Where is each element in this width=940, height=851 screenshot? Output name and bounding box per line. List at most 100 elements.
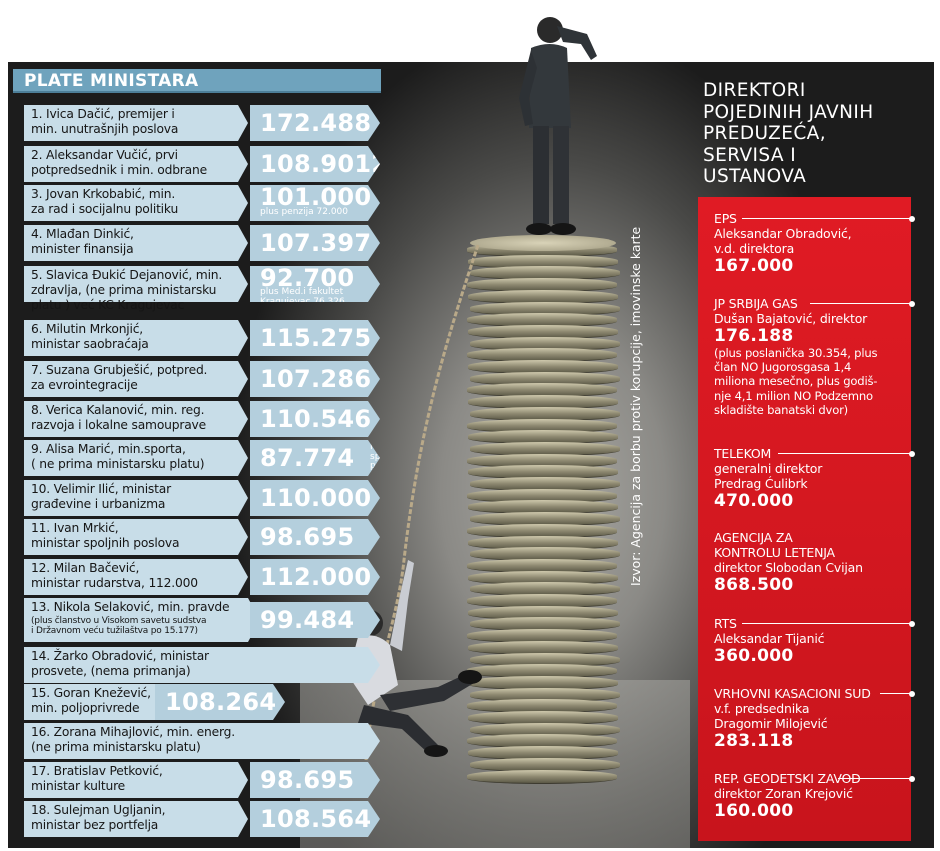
- minister-salary: 108.9012: [260, 150, 389, 178]
- director-org: JP SRBIJA GAS: [714, 296, 798, 311]
- minister-name: 14. Žarko Obradović, ministar prosvete, …: [31, 649, 209, 678]
- directors-title: DIREKTORI POJEDINIH JAVNIH PREDUZEĆA, SE…: [703, 80, 874, 188]
- director-salary: 360.000: [714, 646, 794, 666]
- minister-name-box: [24, 480, 248, 516]
- minister-name: 8. Verica Kalanović, min. reg. razvoja i…: [31, 403, 206, 432]
- minister-name-box: [24, 598, 260, 642]
- minister-name: 3. Jovan Krkobabić, min. za rad i socija…: [31, 187, 179, 216]
- source-credit: Izvor: Agencija za borbu protiv korupcij…: [628, 226, 643, 586]
- director-entry: REP. GEODETSKI ZAVOD direktor Zoran Krejo…: [714, 771, 915, 821]
- minister-salary-box: 112.000: [250, 559, 380, 595]
- minister-salary-box: 87.774Nac. sportsko priznanje: [250, 440, 380, 476]
- director-org: TELEKOM: [714, 446, 772, 461]
- director-salary: 167.000: [714, 256, 794, 276]
- connector-line: [838, 775, 915, 782]
- standing-businessman-illustration: [519, 17, 597, 235]
- minister-name: 10. Velimir Ilić, ministar građevine i u…: [31, 482, 171, 511]
- minister-salary: 110.000: [260, 484, 372, 512]
- director-person: Dušan Bajatović, direktor: [714, 311, 868, 326]
- director-person: v.f. predsednika Dragomir Milojević: [714, 701, 828, 731]
- minister-name-box: [24, 225, 248, 261]
- minister-salary: 172.488: [260, 109, 372, 137]
- minister-salary-box: 101.000 plus penzija 72.000: [250, 185, 380, 221]
- minister-name-box: [24, 266, 248, 302]
- connector-line: [742, 215, 915, 222]
- minister-salary-box: 108.264: [155, 684, 285, 720]
- director-org: RTS: [714, 616, 737, 631]
- minister-salary: 107.397: [260, 229, 372, 257]
- minister-salary: 98.695: [260, 766, 355, 794]
- minister-name: 13. Nikola Selaković, min. pravde: [31, 600, 230, 614]
- minister-salary-box: 110.000: [250, 480, 380, 516]
- minister-salary-box: 92.700 plus Med.i fakultet Kragujevac 76.…: [250, 266, 380, 302]
- minister-salary-box: 172.488: [250, 105, 380, 141]
- ministers-header: PLATE MINISTARA: [13, 69, 381, 93]
- minister-name: 11. Ivan Mrkić, ministar spoljnih poslov…: [31, 521, 180, 550]
- minister-salary: 108.264: [165, 688, 277, 716]
- minister-salary-box: 110.546: [250, 401, 380, 437]
- director-salary: 470.000: [714, 491, 794, 511]
- connector-line: [880, 690, 915, 697]
- minister-name-box: [24, 801, 248, 837]
- minister-name: 4. Mlađan Dinkić, minister finansija: [31, 227, 134, 256]
- minister-name: 17. Bratislav Petković, ministar kulture: [31, 764, 163, 793]
- minister-salary-box: 107.397: [250, 225, 380, 261]
- minister-name: 9. Alisa Marić, min.sporta, ( ne prima m…: [31, 442, 205, 471]
- director-person: direktor Slobodan Cvijan: [714, 560, 863, 575]
- director-salary: 160.000: [714, 801, 794, 821]
- minister-salary-note: plus Med.i fakultet Kragujevac 76.326: [260, 287, 345, 307]
- coin-stack-top: [470, 235, 616, 251]
- minister-salary: 115.275: [260, 324, 372, 352]
- minister-name: 5. Slavica Đukić Dejanović, min. zdravlj…: [31, 268, 223, 312]
- director-org: VRHOVNI KASACIONI SUD: [714, 686, 871, 701]
- minister-name: 18. Sulejman Ugljanin, ministar bez port…: [31, 803, 166, 832]
- director-salary: 868.500: [714, 575, 794, 595]
- minister-name-box: [24, 762, 248, 798]
- minister-name-box: [24, 723, 380, 759]
- minister-salary: 98.695: [260, 523, 355, 551]
- connector-line: [810, 300, 915, 307]
- minister-name: 15. Goran Knežević, min. poljoprivrede: [31, 686, 151, 715]
- minister-subnote: (plus članstvo u Visokom savetu sudstva …: [31, 616, 207, 636]
- connector-line: [742, 620, 915, 627]
- minister-name-box: [24, 361, 248, 397]
- minister-name: 6. Milutin Mrkonjić, ministar saobraćaja: [31, 322, 149, 351]
- coin-stack-illustration: [466, 235, 620, 795]
- director-entry: EPS Aleksandar Obradović, v.d. direktora 1…: [714, 211, 915, 276]
- minister-name-box: [24, 320, 248, 356]
- minister-name: 12. Milan Bačević, ministar rudarstva, 1…: [31, 561, 198, 590]
- minister-salary: 101.000: [260, 183, 372, 211]
- minister-name: 2. Aleksandar Vučić, prvi potpredsednik …: [31, 148, 207, 177]
- director-entry: AGENCIJA ZA KONTROLU LETENJA direktor Slo…: [714, 530, 914, 595]
- directors-panel: [698, 197, 911, 841]
- director-person: direktor Zoran Krejović: [714, 786, 853, 801]
- minister-name: 7. Suzana Grubješić, potpred. za evroint…: [31, 363, 208, 392]
- minister-salary: 87.774: [260, 444, 355, 472]
- minister-name-box: [24, 105, 248, 141]
- minister-name-box: [24, 559, 248, 595]
- minister-salary: 112.000: [260, 563, 372, 591]
- minister-salary-box: 98.695: [250, 762, 380, 798]
- director-org: AGENCIJA ZA KONTROLU LETENJA: [714, 530, 835, 560]
- director-person: Aleksandar Obradović, v.d. direktora: [714, 226, 852, 256]
- director-salary: 283.118: [714, 731, 794, 751]
- minister-salary: 108.564: [260, 805, 372, 833]
- minister-salary-box: 98.695: [250, 519, 380, 555]
- coin: [466, 769, 617, 784]
- minister-name: 16. Zorana Mihajlović, min. energ. (ne p…: [31, 725, 235, 754]
- director-entry: VRHOVNI KASACIONI SUD v.f. predsednika Dr…: [714, 686, 915, 751]
- minister-name-box: [24, 185, 248, 221]
- director-salary: 176.188: [714, 326, 794, 346]
- minister-name-box: [24, 519, 248, 555]
- minister-salary-box: 107.286: [250, 361, 380, 397]
- director-entry: RTS Aleksandar Tijanić 360.000: [714, 616, 915, 666]
- director-person: Aleksandar Tijanić: [714, 631, 825, 646]
- minister-salary-box: 108.564: [250, 801, 380, 837]
- minister-salary: 92.700: [260, 264, 355, 292]
- minister-salary-box: 115.275: [250, 320, 380, 356]
- minister-name-box: [24, 401, 248, 437]
- director-entry: TELEKOM generalni direktor Predrag Ćulibr…: [714, 446, 915, 511]
- director-note: (plus poslanička 30.354, plus član NO Ju…: [714, 346, 878, 417]
- minister-salary: 99.484: [260, 606, 355, 634]
